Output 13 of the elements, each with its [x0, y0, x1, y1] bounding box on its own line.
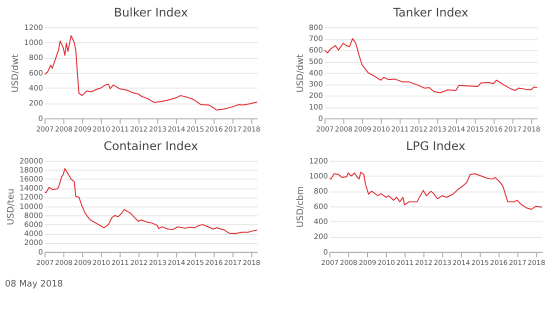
- text: 08 May 2018: [4, 279, 64, 290]
- chart-title: LPG Index: [406, 138, 466, 153]
- line-series: [44, 168, 258, 234]
- chart-title: Tanker Index: [392, 5, 468, 20]
- y-axis-title: USD/dwt: [296, 54, 306, 93]
- y-axis-title: USD/dwt: [11, 54, 22, 93]
- chart-title: Container Index: [104, 138, 198, 153]
- chart-title: Bulker Index: [114, 5, 188, 20]
- y-axis-title: USD/cbm: [296, 186, 306, 228]
- line-series: [44, 35, 258, 110]
- line-series: [329, 172, 542, 210]
- y-axis-title: USD/teu: [6, 188, 16, 226]
- line-series: [324, 38, 538, 94]
